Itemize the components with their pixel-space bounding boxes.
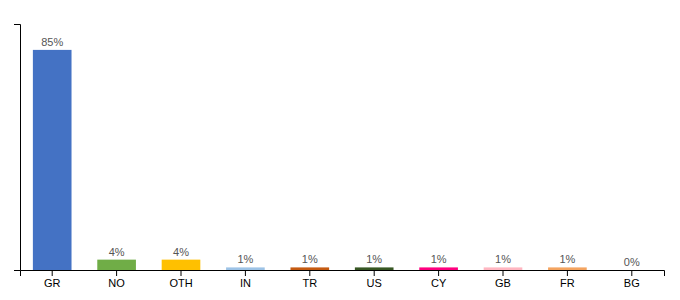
x-tick: GR xyxy=(44,270,61,289)
plot: 85% 4% 4% 1% 1% 1% 1% 1% 1% 0% GR NO OTH IN TR US CY GB FR… xyxy=(14,25,665,289)
bars xyxy=(33,50,587,270)
x-tick: IN xyxy=(240,270,251,289)
data-label: 4% xyxy=(173,246,189,258)
bar xyxy=(484,267,523,270)
data-label: 0% xyxy=(624,256,640,268)
x-tick: GB xyxy=(495,270,511,289)
x-tick-mark xyxy=(567,270,568,276)
x-tick-label: CY xyxy=(431,277,447,289)
y-axis xyxy=(14,25,21,271)
chart-container: 85% 4% 4% 1% 1% 1% 1% 1% 1% 0% GR NO OTH IN TR US CY GB FR… xyxy=(0,0,680,300)
bar xyxy=(548,267,587,270)
x-tick: US xyxy=(367,270,382,289)
x-tick-mark xyxy=(503,270,504,276)
x-tick: OTH xyxy=(169,270,192,289)
x-tick-label: NO xyxy=(108,277,125,289)
data-label: 1% xyxy=(559,253,575,265)
bar xyxy=(355,267,394,270)
x-tick-mark xyxy=(309,270,310,276)
x-tick-mark xyxy=(52,270,53,276)
x-axis-line xyxy=(21,271,665,277)
bar xyxy=(226,267,265,270)
x-tick: NO xyxy=(108,270,125,289)
x-axis: GR NO OTH IN TR US CY GB FR BG xyxy=(21,270,665,289)
data-label: 4% xyxy=(109,246,125,258)
x-tick-label: TR xyxy=(302,277,317,289)
bar xyxy=(290,267,329,270)
x-tick-label: OTH xyxy=(169,277,192,289)
bar xyxy=(612,270,651,271)
data-label: 1% xyxy=(366,253,382,265)
x-tick-label: US xyxy=(367,277,382,289)
x-tick-label: GB xyxy=(495,277,511,289)
x-tick-mark xyxy=(631,270,632,276)
data-labels: 85% 4% 4% 1% 1% 1% 1% 1% 1% 0% xyxy=(41,36,640,268)
x-tick: FR xyxy=(560,270,575,289)
x-tick-mark xyxy=(181,270,182,276)
chart: 85% 4% 4% 1% 1% 1% 1% 1% 1% 0% GR NO OTH IN TR US CY GB FR… xyxy=(0,0,680,300)
x-tick-label: IN xyxy=(240,277,251,289)
x-tick: BG xyxy=(624,270,640,289)
x-tick: CY xyxy=(431,270,447,289)
x-tick-mark xyxy=(374,270,375,276)
x-tick-mark xyxy=(438,270,439,276)
bar xyxy=(162,260,201,270)
x-tick-label: GR xyxy=(44,277,61,289)
x-tick-label: FR xyxy=(560,277,575,289)
data-label: 85% xyxy=(41,36,63,48)
y-axis-line xyxy=(14,25,21,271)
x-tick-mark xyxy=(245,270,246,276)
data-label: 1% xyxy=(302,253,318,265)
data-label: 1% xyxy=(237,253,253,265)
x-tick-label: BG xyxy=(624,277,640,289)
data-label: 1% xyxy=(431,253,447,265)
bar xyxy=(33,50,72,270)
bar xyxy=(419,267,458,270)
bar xyxy=(97,260,136,270)
x-tick: TR xyxy=(302,270,317,289)
data-label: 1% xyxy=(495,253,511,265)
x-tick-mark xyxy=(116,270,117,276)
